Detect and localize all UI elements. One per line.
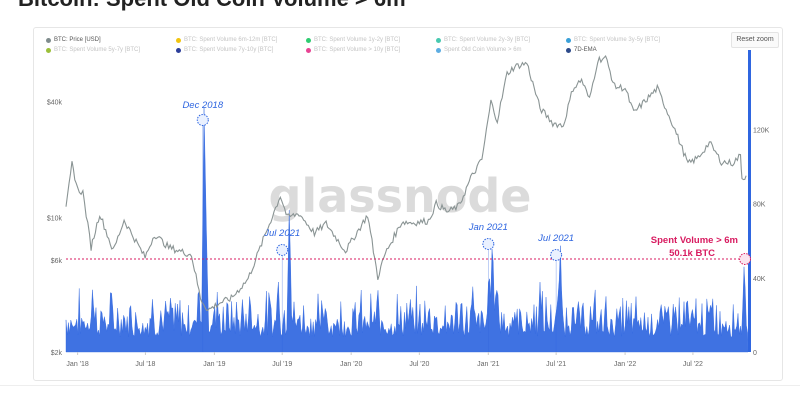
y-right-tick-label: 0 — [753, 350, 757, 357]
annotation-marker — [550, 249, 563, 261]
callout-label: Spent Volume > 6m — [651, 235, 738, 246]
legend-label: BTC: Spent Volume 6m-12m [BTC] — [184, 37, 278, 43]
legend-label: BTC: Spent Volume 7y-10y [BTC] — [184, 47, 274, 53]
legend-item[interactable]: BTC: Spent Volume 5y-7y [BTC] — [46, 47, 140, 53]
legend-item[interactable]: Spent Old Coin Volume > 6m — [436, 47, 522, 53]
legend-label: BTC: Spent Volume 1y-2y [BTC] — [314, 37, 401, 43]
y-right-tick-label: 80K — [753, 202, 766, 209]
legend-label: BTC: Price [USD] — [54, 37, 101, 43]
legend-item[interactable]: BTC: Spent Volume 1y-2y [BTC] — [306, 37, 400, 43]
legend-swatch — [46, 47, 51, 53]
y-right-tick-label: 40K — [753, 276, 766, 283]
legend-swatch — [46, 37, 51, 43]
legend-item[interactable]: 7D-EMA — [566, 47, 597, 53]
legend-swatch — [306, 37, 311, 43]
y-left-tick-label: $2k — [51, 350, 63, 357]
legend-item[interactable]: BTC: Spent Volume > 10y [BTC] — [306, 47, 400, 53]
callout-marker — [739, 253, 751, 266]
legend-swatch — [566, 37, 571, 43]
legend-swatch — [176, 37, 181, 43]
x-tick-label: Jan '22 — [614, 361, 636, 368]
legend-item[interactable]: BTC: Price [USD] — [46, 37, 101, 43]
x-tick-label: Jan '18 — [66, 361, 88, 368]
callout-value: 50.1k BTC — [669, 248, 715, 259]
annotation-marker — [482, 238, 495, 250]
legend-label: BTC: Spent Volume 3y-5y [BTC] — [574, 37, 661, 43]
x-tick-label: Jul '18 — [135, 361, 155, 368]
legend-item[interactable]: BTC: Spent Volume 7y-10y [BTC] — [176, 47, 273, 53]
annotation-marker — [276, 244, 289, 256]
legend-swatch — [176, 47, 181, 53]
legend-label: BTC: Spent Volume 2y-3y [BTC] — [444, 37, 531, 43]
divider — [0, 385, 800, 386]
legend-item[interactable]: BTC: Spent Volume 3y-5y [BTC] — [566, 37, 660, 43]
x-tick-label: Jul '20 — [409, 361, 429, 368]
price-line-series — [65, 54, 747, 311]
annotation-label: Jul 2021 — [263, 228, 300, 239]
legend-item[interactable]: BTC: Spent Volume 6m-12m [BTC] — [176, 37, 277, 43]
y-left-tick-label: $6k — [51, 258, 63, 265]
watermark-logo: glassnode — [269, 169, 532, 223]
legend-label: 7D-EMA — [574, 47, 597, 53]
legend-item[interactable]: BTC: Spent Volume 2y-3y [BTC] — [436, 37, 530, 43]
legend-swatch — [436, 37, 441, 43]
legend-swatch — [436, 47, 441, 53]
annotation-label: Jul 2021 — [537, 233, 574, 244]
annotation-label: Dec 2018 — [182, 100, 223, 111]
volume-area-series — [65, 107, 749, 353]
x-tick-label: Jan '20 — [340, 361, 362, 368]
legend-swatch — [566, 47, 571, 53]
y-left-tick-label: $10k — [47, 216, 63, 223]
legend-swatch — [306, 47, 311, 53]
y-right-tick-label: 120K — [753, 127, 770, 134]
x-tick-label: Jul '22 — [683, 361, 703, 368]
annotation-marker — [196, 114, 209, 126]
x-tick-label: Jan '21 — [477, 361, 499, 368]
legend-label: Spent Old Coin Volume > 6m — [444, 47, 522, 53]
legend-label: BTC: Spent Volume 5y-7y [BTC] — [54, 47, 141, 53]
page-title: Bitcoin: Spent Old Coin Volume > 6m — [18, 0, 406, 12]
chart-legend: BTC: Price [USD] BTC: Spent Volume 6m-12m… — [46, 37, 726, 57]
reset-zoom-button[interactable]: Reset zoom — [731, 32, 779, 48]
annotation-label: Jan 2021 — [468, 222, 508, 233]
legend-label: BTC: Spent Volume > 10y [BTC] — [314, 47, 401, 53]
x-tick-label: Jul '21 — [546, 361, 566, 368]
x-tick-label: Jan '19 — [203, 361, 225, 368]
range-selector-bar — [748, 50, 751, 352]
x-tick-label: Jul '19 — [272, 361, 292, 368]
y-left-tick-label: $40k — [47, 100, 63, 107]
